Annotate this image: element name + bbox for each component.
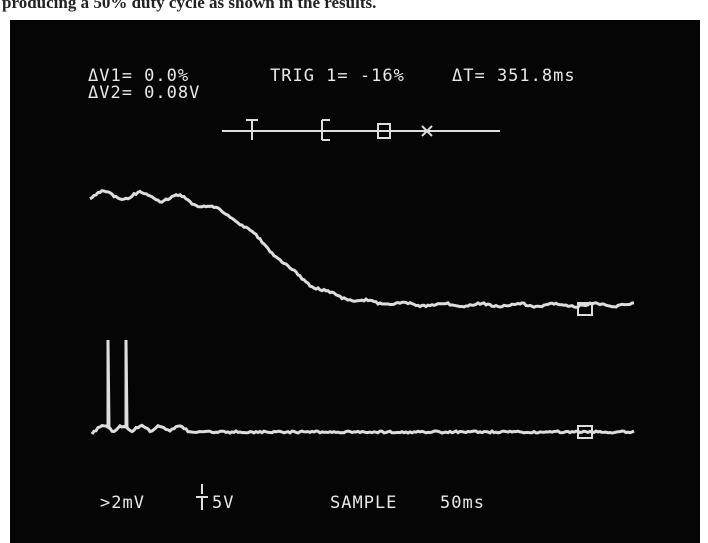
readout: 5V	[212, 493, 234, 513]
caption: producing a 50% duty cycle as shown in t…	[2, 0, 376, 12]
readout: 50ms	[440, 493, 485, 513]
readout: SAMPLE	[330, 493, 397, 513]
readout: >2mV	[100, 493, 145, 513]
readout: ΔV2= 0.08V	[88, 83, 200, 103]
readout: ΔT= 351.8ms	[452, 66, 576, 86]
readout: TRIG 1= -16%	[270, 66, 405, 86]
